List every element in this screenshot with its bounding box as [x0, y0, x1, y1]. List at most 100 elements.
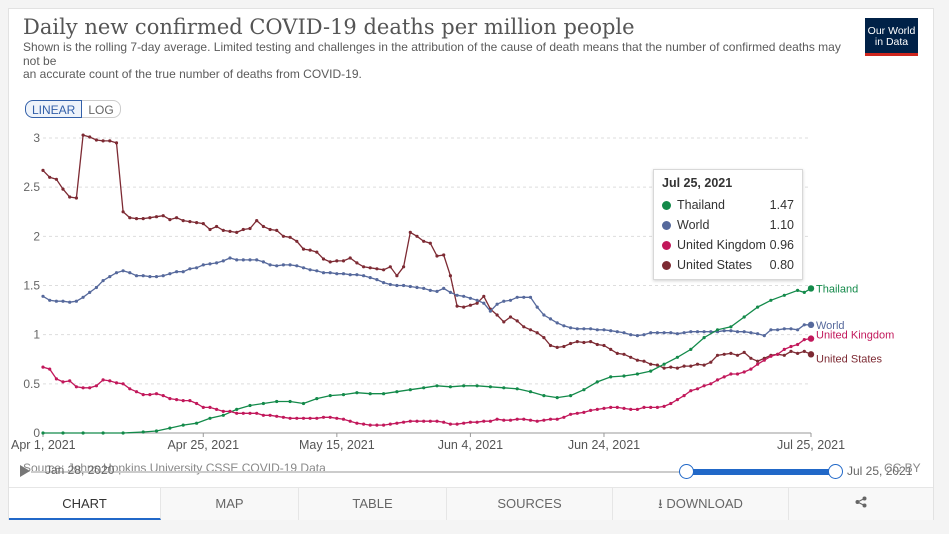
data-point — [288, 399, 292, 404]
data-point — [208, 416, 212, 420]
tab-map[interactable]: MAP — [161, 488, 299, 520]
data-point — [128, 271, 132, 275]
data-point — [241, 258, 245, 262]
linear-scale-button[interactable]: LINEAR — [25, 100, 83, 118]
data-point — [375, 423, 379, 427]
license-label[interactable]: CC BY — [884, 461, 921, 475]
data-point — [228, 409, 232, 413]
data-point — [221, 259, 225, 263]
data-point — [495, 302, 499, 306]
y-tick-label: 0.5 — [23, 377, 40, 391]
timeline-start-handle[interactable] — [679, 464, 694, 479]
data-point — [382, 392, 386, 396]
data-point — [615, 351, 619, 355]
data-point — [215, 224, 219, 229]
tab-table[interactable]: TABLE — [299, 488, 447, 520]
log-scale-button[interactable]: LOG — [82, 100, 121, 118]
data-point — [348, 273, 352, 277]
data-point — [789, 344, 793, 349]
data-point — [395, 283, 399, 288]
tooltip-row: Thailand 1.47 — [662, 195, 794, 215]
data-point — [562, 324, 566, 328]
tab-sources[interactable]: SOURCES — [447, 488, 613, 520]
data-point — [134, 217, 139, 221]
data-point — [382, 268, 386, 272]
data-point — [268, 227, 272, 232]
data-point — [288, 416, 292, 420]
tab-share[interactable] — [789, 488, 933, 520]
timeline-selected-range[interactable] — [686, 469, 835, 475]
tooltip-date: Jul 25, 2021 — [662, 176, 733, 190]
play-icon[interactable] — [20, 465, 30, 477]
data-point — [141, 274, 145, 278]
data-point — [622, 374, 626, 378]
data-point — [669, 331, 673, 335]
data-point — [528, 295, 533, 299]
data-point — [261, 413, 265, 417]
data-point — [355, 391, 359, 395]
data-point — [575, 340, 579, 344]
y-tick-label: 2 — [33, 229, 40, 243]
chart-gridlines: 0 0.5 1 1.5 2 2.5 3 — [23, 131, 811, 440]
data-point — [41, 168, 45, 172]
data-point — [435, 384, 439, 388]
data-point — [422, 239, 426, 243]
data-point — [81, 431, 85, 435]
data-point — [589, 408, 593, 412]
data-point — [515, 387, 519, 391]
data-point — [248, 411, 252, 415]
data-point — [675, 398, 680, 402]
timeline-end-handle[interactable] — [828, 464, 843, 479]
tab-chart[interactable]: CHART — [9, 488, 161, 520]
tab-download[interactable]: ⭳ DOWNLOAD — [613, 488, 789, 520]
data-point — [281, 234, 285, 238]
data-point — [61, 187, 65, 191]
data-point — [695, 330, 700, 334]
data-point — [88, 386, 92, 390]
data-point — [589, 340, 593, 344]
data-point — [61, 299, 65, 303]
data-point — [535, 419, 539, 423]
data-point — [308, 248, 312, 252]
data-point — [221, 413, 225, 417]
data-point — [108, 379, 112, 383]
data-point — [649, 405, 653, 409]
line-chart[interactable]: 0 0.5 1 1.5 2 2.5 3 Apr 1, 2021 Apr 25, 2021 May… — [9, 9, 933, 461]
tooltip-row: World 1.10 — [662, 215, 794, 235]
data-point — [448, 290, 452, 294]
data-point — [428, 288, 432, 292]
data-point — [448, 422, 452, 426]
data-point — [408, 284, 412, 289]
timeline-track[interactable] — [31, 471, 835, 473]
data-point — [321, 257, 326, 261]
data-point — [582, 388, 586, 392]
data-point — [595, 342, 599, 347]
thailand-swatch-icon — [662, 200, 671, 210]
data-point — [802, 338, 806, 342]
data-point — [41, 365, 45, 369]
data-point — [48, 298, 52, 302]
data-point — [488, 385, 492, 389]
data-point — [722, 329, 726, 333]
data-point — [54, 177, 59, 181]
data-point — [154, 392, 159, 396]
data-point — [68, 300, 72, 304]
data-point — [802, 323, 806, 327]
data-point — [528, 328, 533, 332]
data-point — [248, 403, 252, 408]
series-thailand — [41, 285, 815, 435]
data-point — [341, 272, 346, 276]
data-point — [655, 405, 660, 409]
data-point — [88, 135, 92, 139]
data-point — [355, 261, 359, 265]
data-point — [422, 286, 426, 290]
data-point — [642, 333, 646, 337]
data-point — [548, 317, 553, 321]
data-point — [395, 421, 399, 425]
data-point — [629, 407, 633, 411]
data-point — [402, 283, 406, 288]
data-point — [415, 419, 419, 423]
owid-logo[interactable]: Our World in Data — [865, 18, 918, 56]
data-point — [261, 260, 265, 264]
data-point — [515, 319, 519, 323]
